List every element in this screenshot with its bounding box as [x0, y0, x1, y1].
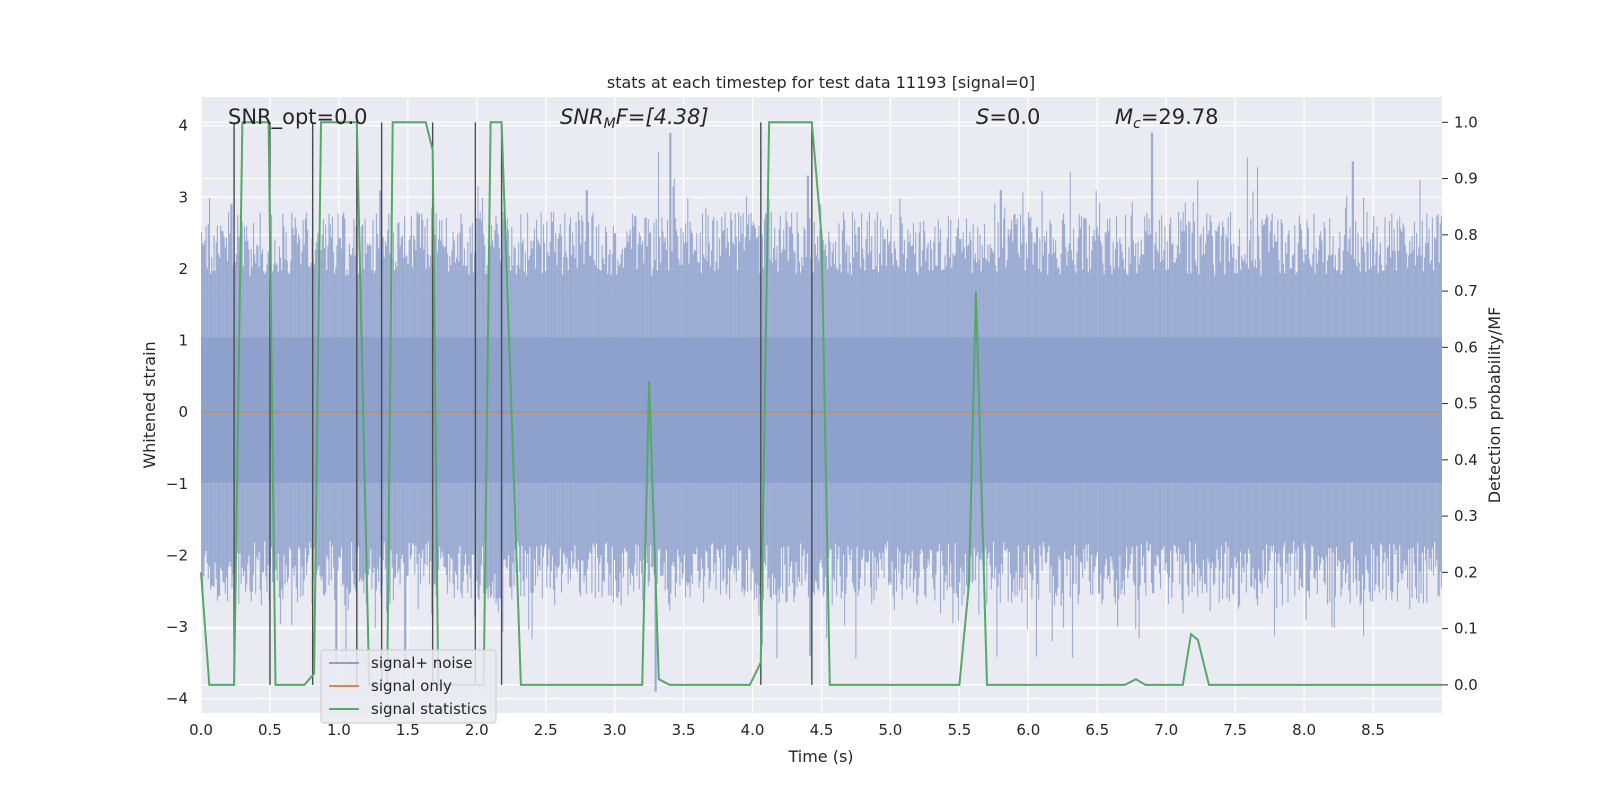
stats-line	[200, 121, 1442, 686]
legend: signal+ noise signal only signal statist…	[320, 649, 497, 724]
y2-tick-label: 0.8	[1454, 226, 1478, 244]
snr-mf-subscript: M	[604, 116, 616, 132]
y-tick-label: 3	[178, 188, 188, 206]
y-tick-label: −1	[166, 475, 188, 493]
x-tick-label: 6.0	[1016, 721, 1040, 739]
annotation-mc: Mc=29.78	[1115, 105, 1219, 132]
x-tick-label: 4.0	[741, 721, 765, 739]
mc-subscript: c	[1133, 116, 1141, 132]
signal-plus-noise-series	[201, 132, 1442, 692]
y2-tick-label: 0.1	[1454, 620, 1478, 638]
snr-mf-symbol: SNR	[560, 105, 604, 129]
y2-tick-label: 0.9	[1454, 170, 1478, 188]
vertical-markers	[233, 122, 813, 685]
x-tick-label: 0.0	[189, 721, 213, 739]
legend-label-stats: signal statistics	[371, 700, 487, 718]
snr-mf-value: F=[4.38]	[616, 105, 709, 129]
y2-tick-label: 0.5	[1454, 395, 1478, 413]
x-tick-label: 6.5	[1085, 721, 1109, 739]
y2-tick-label: 0.4	[1454, 451, 1478, 469]
y2-tick-label: 0.6	[1454, 338, 1478, 356]
x-tick-label: 1.0	[327, 721, 351, 739]
y-axis-ticks: 4 3 2 1 0 −1 −2 −3 −4	[166, 117, 188, 708]
x-tick-label: 2.0	[465, 721, 489, 739]
y2-tick-label: 0.3	[1454, 507, 1478, 525]
x-tick-label: 3.0	[603, 721, 627, 739]
legend-box	[320, 649, 497, 724]
x-tick-label: 2.5	[534, 721, 558, 739]
y-tick-label: −4	[166, 690, 188, 708]
x-tick-label: 7.0	[1154, 721, 1178, 739]
noise-band-core	[201, 337, 1442, 484]
y-tick-label: 2	[178, 260, 188, 278]
y2-axis-label: Detection probability/MF	[1485, 307, 1504, 504]
y-tick-label: 0	[178, 403, 188, 421]
x-tick-label: 1.5	[396, 721, 420, 739]
s-value: =0.0	[989, 105, 1040, 129]
y2-axis-ticks: 1.0 0.9 0.8 0.7 0.6 0.5 0.4 0.3 0.2 0.1 0.0	[1442, 113, 1478, 694]
y2-tick-label: 0.2	[1454, 563, 1478, 581]
x-tick-label: 4.5	[810, 721, 834, 739]
annotation-snr-opt: SNR_opt=0.0	[228, 105, 368, 130]
annotation-s: S=0.0	[976, 105, 1040, 129]
x-tick-label: 7.5	[1223, 721, 1247, 739]
x-tick-label: 5.0	[879, 721, 903, 739]
x-tick-label: 8.5	[1361, 721, 1385, 739]
annotation-snr-mf: SNRMF=[4.38]	[560, 105, 709, 132]
signal-statistics-series	[200, 121, 1442, 686]
y-tick-label: −2	[166, 546, 188, 564]
chart-title: stats at each timestep for test data 111…	[607, 73, 1035, 92]
x-tick-label: 0.5	[258, 721, 282, 739]
x-tick-label: 3.5	[672, 721, 696, 739]
y-tick-label: 1	[178, 332, 188, 350]
y2-tick-label: 0.7	[1454, 282, 1478, 300]
y2-tick-label: 0.0	[1454, 676, 1478, 694]
y2-tick-label: 1.0	[1454, 113, 1478, 131]
s-symbol: S	[976, 105, 989, 129]
legend-label-signal: signal only	[371, 677, 452, 695]
legend-label-noise: signal+ noise	[371, 654, 473, 672]
mc-symbol: M	[1115, 105, 1133, 129]
x-axis-label: Time (s)	[787, 747, 853, 766]
x-tick-label: 5.5	[947, 721, 971, 739]
x-axis-ticks: 0.0 0.5 1.0 1.5 2.0 2.5 3.0 3.5 4.0 4.5 5.0 5.5 6.0 6…	[189, 721, 1385, 739]
mc-value: =29.78	[1141, 105, 1219, 129]
y-tick-label: −3	[166, 618, 188, 636]
y-tick-label: 4	[178, 117, 188, 135]
y-axis-label: Whitened strain	[140, 341, 159, 468]
x-tick-label: 8.0	[1292, 721, 1316, 739]
